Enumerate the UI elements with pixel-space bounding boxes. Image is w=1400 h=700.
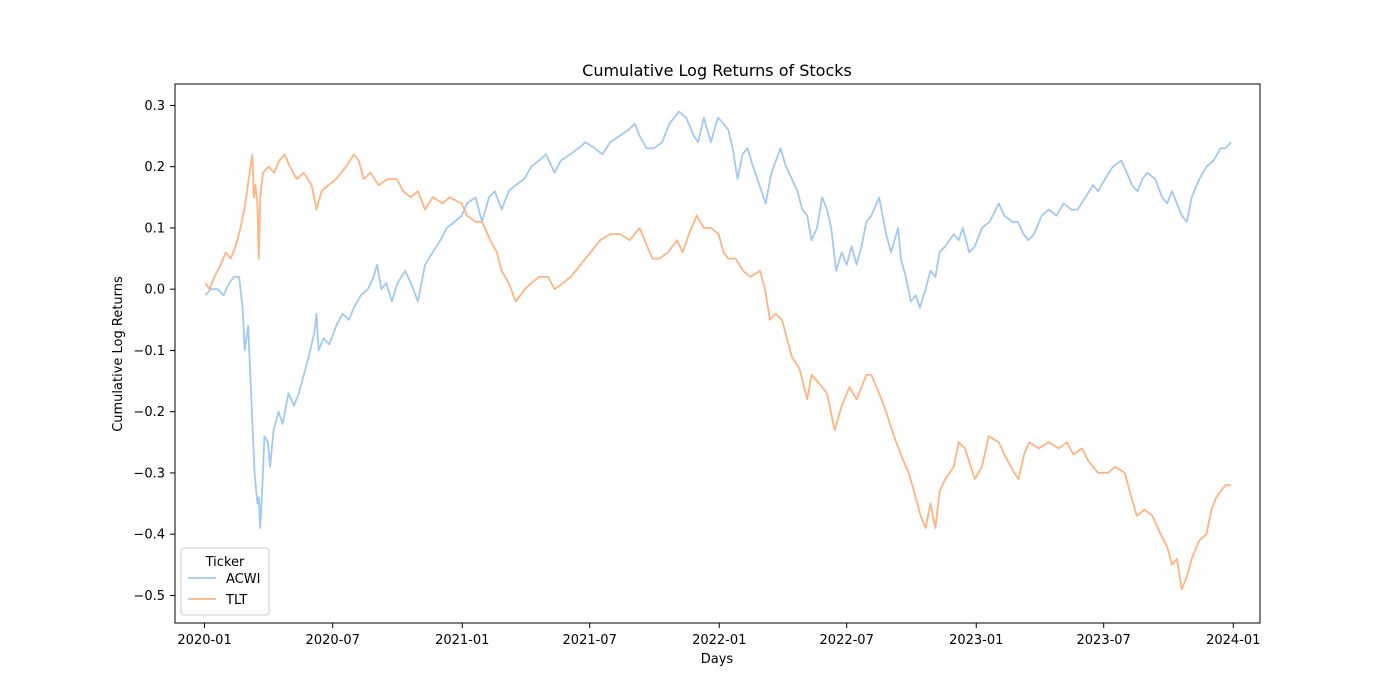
series-line-tlt [204,153,1232,591]
legend-title: Ticker [205,555,245,570]
legend: Ticker ACWI TLT [180,547,270,616]
x-tick-label: 2021-07 [563,633,617,648]
y-tick-label: −0.5 [133,589,165,604]
series-layer [204,110,1232,591]
plot-area [174,83,1261,624]
plot-frame [174,83,1261,624]
x-axis: 2020-01 2020-07 2021-01 2021-07 2022-01 2022-… [177,623,1260,648]
x-tick-label: 2022-01 [692,633,746,648]
x-tick-label: 2023-01 [949,633,1003,648]
y-tick-label: 0.3 [144,99,165,114]
chart-title: Cumulative Log Returns of Stocks [582,61,852,80]
x-tick-label: 2022-07 [820,633,874,648]
y-tick-label: 0.1 [144,221,165,236]
series-line-acwi [204,110,1232,529]
y-tick-label: 0.2 [144,160,165,175]
x-tick-label: 2020-01 [177,633,231,648]
y-axis: 0.3 0.2 0.1 0.0 −0.1 −0.2 −0.3 −0.4 −0.5 [133,99,175,604]
y-tick-label: −0.4 [133,528,165,543]
y-tick-label: −0.2 [133,405,165,420]
x-tick-label: 2020-07 [306,633,360,648]
x-tick-label: 2023-07 [1077,633,1131,648]
legend-label-tlt: TLT [225,593,247,608]
x-axis-label: Days [701,652,734,667]
x-tick-label: 2021-01 [435,633,489,648]
x-tick-label: 2024-01 [1206,633,1260,648]
y-axis-label: Cumulative Log Returns [111,276,126,432]
legend-label-acwi: ACWI [226,572,260,587]
y-tick-label: −0.3 [133,466,165,481]
legend-items: ACWI TLT [188,572,260,608]
y-tick-label: −0.1 [133,344,165,359]
y-tick-label: 0.0 [144,283,165,298]
